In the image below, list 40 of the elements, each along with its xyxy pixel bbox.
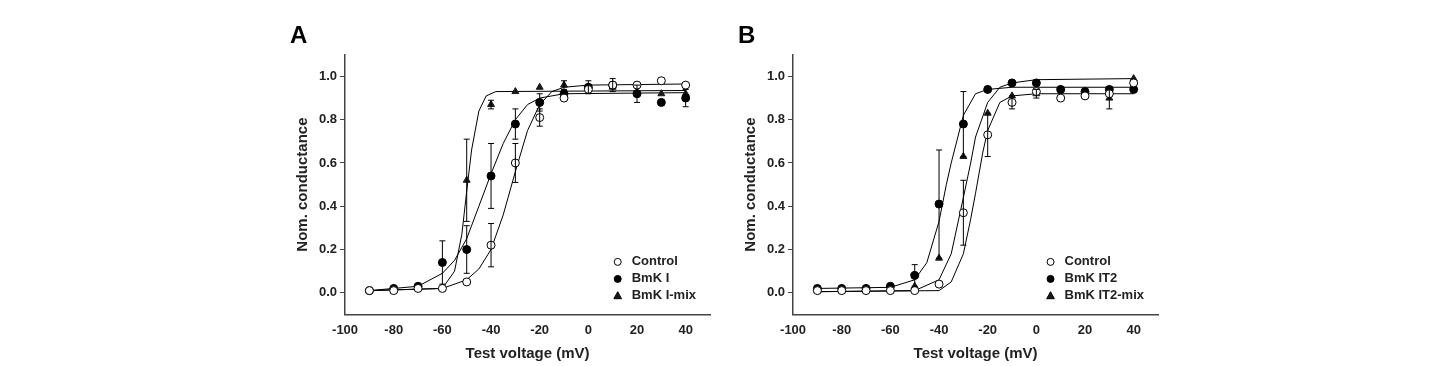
y-tick-label: 0.2 bbox=[318, 241, 338, 257]
x-tick-label: -100 bbox=[780, 321, 807, 337]
chart-title: A bbox=[290, 21, 308, 49]
legend-label: BmK IT2 bbox=[1064, 270, 1118, 286]
chart-title: B bbox=[738, 21, 756, 49]
legend-label: BmK I bbox=[631, 270, 670, 286]
x-tick-label: 20 bbox=[629, 321, 645, 337]
y-tick-label: 0.2 bbox=[766, 241, 786, 257]
x-tick-label: -100 bbox=[332, 321, 359, 337]
x-tick-label: -20 bbox=[978, 321, 998, 337]
x-axis-title: Test voltage (mV) bbox=[465, 344, 590, 362]
y-tick-label: 0.8 bbox=[766, 111, 786, 127]
y-tick-label: 1.0 bbox=[318, 68, 338, 84]
y-tick-label: 0.0 bbox=[766, 284, 786, 300]
y-tick-label: 1.0 bbox=[766, 68, 786, 84]
x-axis-title: Test voltage (mV) bbox=[913, 344, 1038, 362]
x-tick-label: -40 bbox=[481, 321, 501, 337]
x-tick-label: 0 bbox=[1032, 321, 1040, 337]
legend-label: BmK IT2-mix bbox=[1064, 287, 1145, 303]
y-axis-title: Nom. conductance bbox=[741, 117, 759, 252]
x-tick-label: -40 bbox=[929, 321, 949, 337]
y-tick-label: 0.6 bbox=[766, 154, 786, 170]
x-tick-label: -80 bbox=[832, 321, 852, 337]
y-tick-label: 0.8 bbox=[318, 111, 338, 127]
y-tick-label: 0.4 bbox=[766, 197, 786, 213]
x-tick-label: -80 bbox=[384, 321, 404, 337]
x-tick-label: 40 bbox=[678, 321, 693, 337]
x-tick-label: -20 bbox=[530, 321, 550, 337]
y-tick-label: 0.4 bbox=[318, 197, 338, 213]
x-tick-label: 40 bbox=[1126, 321, 1141, 337]
y-axis-title: Nom. conductance bbox=[293, 117, 311, 252]
y-tick-label: 0.0 bbox=[318, 284, 338, 300]
x-tick-label: -60 bbox=[432, 321, 452, 337]
legend-label: Control bbox=[631, 253, 678, 269]
legend-label: Control bbox=[1064, 253, 1111, 269]
legend-label: BmK I-mix bbox=[631, 287, 697, 303]
x-tick-label: 0 bbox=[584, 321, 592, 337]
y-tick-label: 0.6 bbox=[318, 154, 338, 170]
x-tick-label: 20 bbox=[1077, 321, 1093, 337]
x-tick-label: -60 bbox=[880, 321, 900, 337]
